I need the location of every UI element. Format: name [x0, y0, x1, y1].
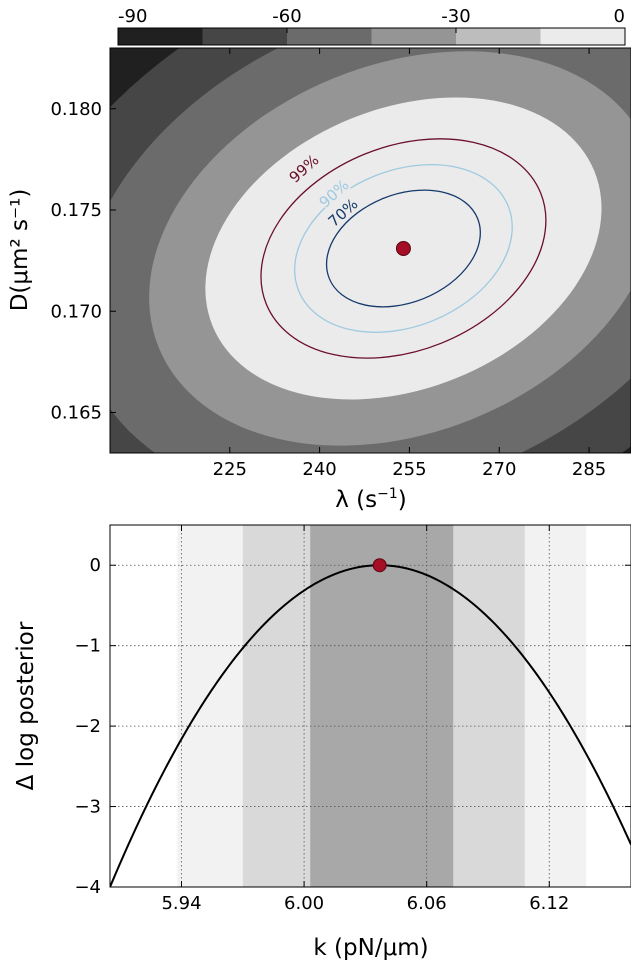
colorbar-segment	[456, 28, 541, 45]
credible-interval-bands	[177, 525, 587, 887]
colorbar: -90 -60 -30 0	[117, 6, 626, 46]
posterior-peak-marker	[372, 558, 387, 573]
top-axis-ticks: 225 240 255 270 285 0.165 0.170 0.175 0.180	[50, 48, 606, 480]
colorbar-segment	[202, 28, 288, 45]
x-tick-label: 6.12	[529, 893, 569, 914]
x-tick-label: 6.06	[407, 893, 447, 914]
y-tick-label: −4	[74, 877, 101, 898]
credible-band	[310, 525, 454, 887]
y-tick-label: −1	[74, 636, 101, 657]
x-tick-label: 6.00	[284, 893, 324, 914]
y-tick-label: −2	[74, 716, 101, 737]
colorbar-segment	[540, 28, 626, 45]
top-plot-frame	[109, 47, 631, 454]
colorbar-tick-label: 0	[614, 6, 625, 27]
bottom-plot-frame	[109, 524, 631, 888]
bottom-y-axis-label: Δ log posterior	[13, 621, 39, 790]
bottom-x-axis-label: k (pN/μm)	[313, 935, 428, 961]
contour-line-70	[325, 189, 481, 308]
y-tick-label: 0.165	[50, 403, 102, 424]
y-tick-label: 0.170	[50, 301, 102, 322]
y-tick-label: 0	[90, 555, 101, 576]
contour-line-99	[260, 138, 547, 359]
contour-label-bg	[287, 152, 322, 186]
x-tick-label: 5.94	[161, 893, 201, 914]
x-tick-label: 240	[302, 459, 336, 480]
log-posterior-curve	[110, 564, 631, 887]
top-x-axis-label: λ (s−1)	[335, 486, 407, 513]
y-tick-label: −3	[74, 797, 101, 818]
x-tick-label: 285	[572, 459, 606, 480]
contour-line-90	[294, 164, 513, 333]
contour-label-bg	[317, 177, 352, 211]
contour-label-bg	[326, 196, 361, 230]
x-tick-label: 255	[392, 459, 426, 480]
x-tick-label: 270	[482, 459, 516, 480]
x-tick-label: 225	[213, 459, 247, 480]
credible-contours	[260, 138, 547, 359]
colorbar-segment	[371, 28, 457, 45]
posterior-max-marker	[395, 240, 411, 256]
colorbar-tick-label: -90	[118, 6, 147, 27]
colorbar-segment	[287, 28, 372, 45]
y-tick-label: 0.180	[50, 99, 102, 120]
y-tick-label: 0.175	[50, 200, 102, 221]
bottom-axis-ticks: 5.94 6.00 6.06 6.12 0 −1 −2 −3 −4	[74, 525, 631, 914]
colorbar-frame	[117, 27, 626, 46]
top-y-axis-label: D(μm² s⁻¹)	[7, 189, 33, 312]
colorbar-segment	[118, 28, 203, 45]
colorbar-tick-label: -60	[272, 6, 301, 27]
colorbar-tick-label: -30	[441, 6, 470, 27]
